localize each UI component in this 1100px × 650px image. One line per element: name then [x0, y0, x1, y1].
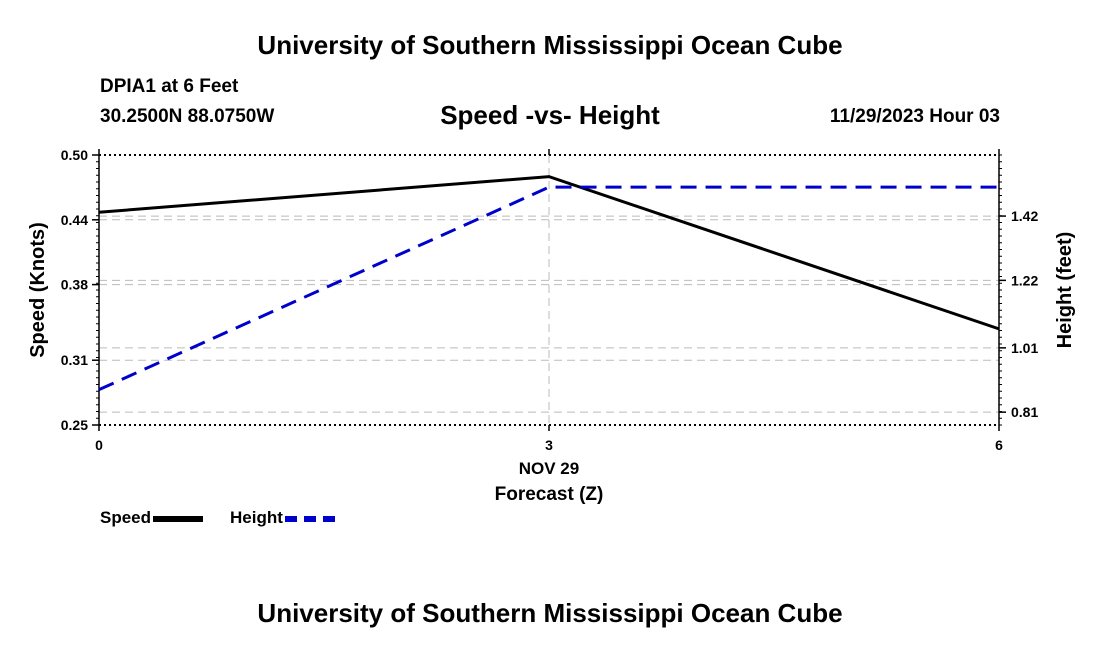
right-axis-title: Height (feet) — [1054, 232, 1076, 349]
legend-speed-swatch — [153, 515, 204, 522]
x-axis-title: Forecast (Z) — [495, 484, 604, 505]
legend-height-swatch — [284, 515, 335, 522]
right-tick-label: 1.22 — [1011, 272, 1038, 288]
x-tick-label: 6 — [995, 437, 1003, 453]
forecast-datetime: 11/29/2023 Hour 03 — [829, 106, 1000, 127]
left-axis-title: Speed (Knots) — [27, 222, 49, 358]
speed-height-chart: 0.25 0.31 0.38 0.44 0.50 0.81 1.01 1.22 1.42 0 3 6 N… — [27, 147, 1076, 505]
series-line-height — [98, 185, 999, 392]
legend-speed: Speed — [100, 508, 204, 528]
station-name: DPIA1 at 6 Feet — [100, 76, 239, 97]
x-date-label: NOV 29 — [519, 459, 579, 478]
x-tick-label: 0 — [95, 437, 103, 453]
legend-speed-label: Speed — [100, 508, 152, 527]
left-tick-label: 0.31 — [61, 352, 88, 368]
chart-subtitle: Speed -vs- Height — [440, 100, 660, 130]
left-tick-label: 0.44 — [61, 212, 88, 228]
right-tick-label: 0.81 — [1011, 404, 1038, 420]
legend-height: Height — [230, 508, 335, 528]
page-title: University of Southern Mississippi Ocean… — [257, 30, 843, 60]
right-tick-label: 1.01 — [1011, 340, 1038, 356]
legend-height-label: Height — [230, 508, 283, 527]
footer-title: University of Southern Mississippi Ocean… — [257, 598, 843, 628]
left-tick-label: 0.38 — [61, 277, 88, 293]
left-tick-label: 0.50 — [61, 147, 88, 163]
station-coordinates: 30.2500N 88.0750W — [100, 106, 275, 127]
right-tick-label: 1.42 — [1011, 208, 1038, 224]
x-tick-label: 3 — [545, 437, 553, 453]
series-line-speed — [98, 175, 1000, 331]
left-tick-label: 0.25 — [61, 417, 88, 433]
